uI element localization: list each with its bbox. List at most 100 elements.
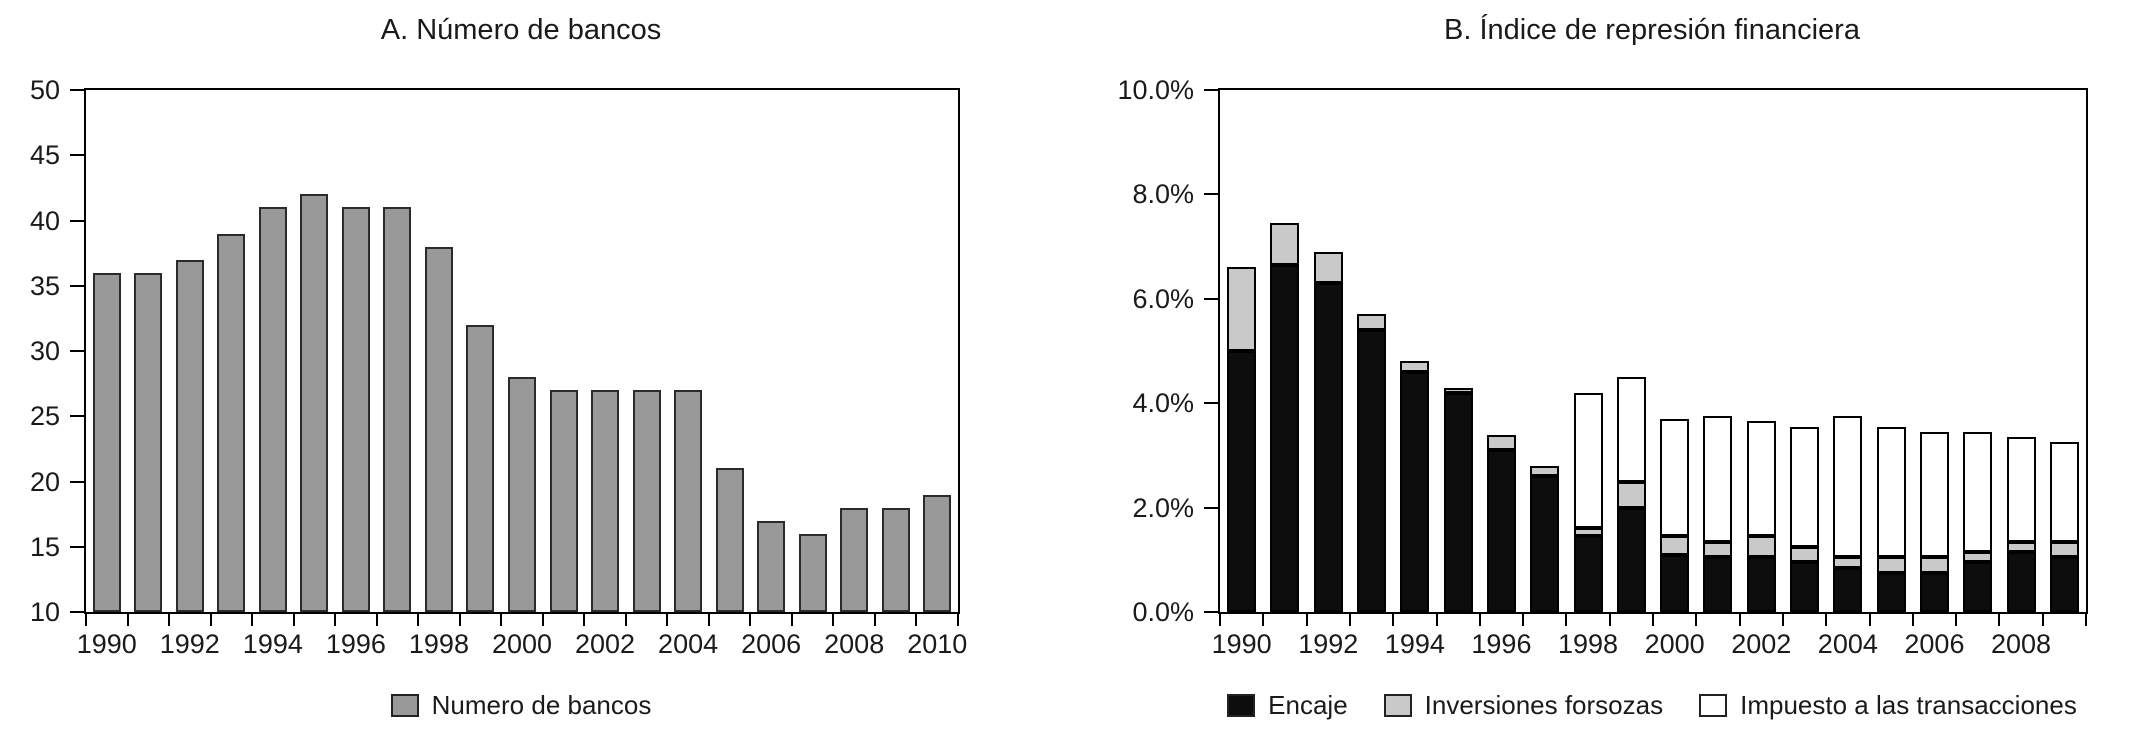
x-axis-tick [1998, 612, 2001, 626]
y-axis-label: 40 [29, 205, 60, 236]
x-axis-label: 1994 [1384, 629, 1445, 659]
y-axis-tick [1204, 611, 1220, 613]
x-axis-tick [1868, 612, 1871, 626]
x-axis-tick [1911, 612, 1914, 626]
bar-segment [2049, 557, 2079, 612]
y-axis-tick [70, 284, 86, 287]
bar-segment [1486, 434, 1516, 451]
x-axis-tick [1738, 612, 1741, 626]
bar-segment [2049, 442, 2079, 542]
x-axis-tick [1262, 612, 1265, 626]
bar-segment [1573, 528, 1603, 537]
y-axis-label: 0.0% [1132, 597, 1194, 627]
legend-swatch [390, 694, 419, 717]
bar-segment [1443, 392, 1473, 612]
x-axis-label: 2008 [1991, 629, 2052, 659]
x-axis-label: 2006 [741, 629, 802, 659]
chart-title-b: B. Índice de represión financiera [1444, 14, 1860, 46]
y-axis-label: 20 [29, 466, 60, 497]
y-axis-tick [70, 415, 86, 418]
x-axis-tick [1781, 612, 1784, 626]
x-axis-label: 1998 [408, 629, 469, 659]
legend-item: Inversiones forsozas [1383, 690, 1664, 721]
x-axis-tick [458, 612, 461, 626]
bar-segment [1703, 557, 1733, 612]
bar [508, 377, 536, 612]
bar-segment [1746, 536, 1776, 558]
x-axis-label: 1990 [1211, 629, 1272, 659]
bar [715, 468, 744, 612]
x-axis-tick [1219, 612, 1221, 626]
x-axis-tick [583, 612, 586, 626]
bar [591, 390, 620, 612]
bar-segment [1833, 567, 1863, 612]
bar-segment [1876, 426, 1906, 558]
x-axis-tick [749, 612, 752, 626]
y-axis-tick [70, 154, 86, 157]
bar-segment [1400, 371, 1430, 612]
x-axis-tick [375, 612, 378, 626]
plot-area-indice-represion: 0.0% 2.0% 4.0% 6.0% 8.0% 10.0% 1990 1992 1994 199… [1117, 75, 2088, 659]
x-axis-tick [1652, 612, 1654, 626]
legend-label: Encaje [1268, 690, 1348, 720]
legend-swatch [1227, 694, 1256, 717]
legend-swatch [1383, 694, 1412, 717]
x-axis-tick [168, 612, 171, 626]
bar-segment [1963, 562, 1993, 612]
x-axis-tick [1608, 612, 1611, 626]
bar-segment [1530, 465, 1560, 477]
legend-item: Numero de bancos [390, 690, 652, 721]
bar-segment [1660, 536, 1690, 555]
y-axis-tick [70, 611, 86, 613]
bar [549, 390, 578, 612]
y-axis-tick [1204, 402, 1220, 405]
bar-segment [1530, 476, 1560, 612]
legend-item: Impuesto a las transacciones [1699, 690, 2077, 721]
x-axis-tick [624, 612, 627, 626]
x-axis-tick [666, 612, 669, 626]
bar-segment [1746, 421, 1776, 537]
y-axis-tick [70, 545, 86, 548]
legend-label: Inversiones forsozas [1424, 690, 1664, 720]
bar [134, 272, 163, 612]
bar-segment [2049, 541, 2079, 558]
bar [300, 194, 329, 612]
x-axis-tick [251, 612, 254, 626]
x-axis-tick [1565, 612, 1568, 626]
x-axis-tick [832, 612, 835, 626]
bar-segment [1660, 418, 1690, 537]
x-axis-tick [85, 612, 87, 626]
y-axis-tick [1204, 297, 1220, 300]
x-axis-tick [541, 612, 544, 626]
bar-segment [1790, 562, 1820, 612]
x-axis-label: 2002 [575, 629, 636, 659]
bar-segment [1876, 557, 1906, 573]
x-axis-label: 1996 [325, 629, 386, 659]
bar-segment [1833, 557, 1863, 568]
bar-segment [1616, 507, 1646, 612]
x-axis-label: 1990 [76, 629, 137, 659]
x-axis-tick [1435, 612, 1438, 626]
bar-segment [1919, 557, 1949, 573]
x-axis-tick [334, 612, 337, 626]
x-axis-tick [915, 612, 918, 626]
legend-label: Numero de bancos [431, 690, 652, 720]
y-axis-tick [1204, 193, 1220, 196]
x-axis-tick [1522, 612, 1525, 626]
bar-segment [1919, 572, 1949, 612]
x-axis-tick [292, 612, 295, 626]
bar-segment [1270, 264, 1300, 612]
x-axis-tick [1955, 612, 1958, 626]
x-axis-label: 2004 [658, 629, 719, 659]
x-axis-label: 2004 [1817, 629, 1878, 659]
bar-segment [1357, 330, 1387, 612]
bar-segment [1313, 283, 1343, 612]
bar [923, 494, 952, 612]
bar-segment [1443, 387, 1473, 393]
bar-segment [2006, 541, 2036, 552]
y-axis-label: 50 [29, 75, 60, 105]
x-axis-label: 2000 [491, 629, 553, 659]
bar-segment [1616, 481, 1646, 508]
bar-segment [1270, 223, 1300, 265]
bar-segment [2006, 437, 2036, 542]
